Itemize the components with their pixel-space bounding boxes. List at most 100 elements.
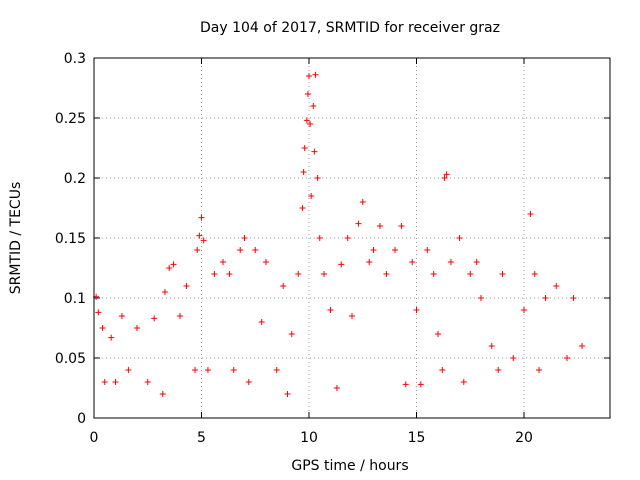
data-point [488, 343, 495, 349]
data-point [245, 379, 252, 385]
data-point [303, 117, 310, 124]
data-point [194, 247, 201, 253]
data-point [159, 391, 166, 397]
data-point [316, 235, 323, 241]
data-point [101, 379, 108, 385]
data-point [521, 307, 527, 313]
data-point [398, 223, 405, 229]
data-point [166, 265, 173, 271]
data-point [295, 271, 302, 277]
data-point [338, 261, 345, 268]
data-point [355, 220, 362, 227]
data-point [417, 381, 424, 388]
y-tick-label: 0.05 [55, 351, 86, 367]
data-point [402, 381, 409, 388]
data-point [196, 232, 203, 239]
data-point [237, 247, 244, 253]
data-point [304, 91, 311, 97]
y-tick-label: 0.1 [64, 291, 86, 307]
data-point [241, 235, 248, 241]
data-point [310, 103, 317, 109]
y-tick-label: 0.25 [55, 111, 86, 127]
data-point [531, 271, 538, 277]
data-point [200, 237, 207, 244]
y-tick-label: 0.15 [55, 231, 86, 247]
data-point [447, 259, 454, 265]
data-point [314, 175, 321, 181]
data-point [536, 367, 543, 373]
data-point [263, 259, 269, 265]
data-point [441, 175, 448, 181]
data-point [542, 295, 549, 301]
x-axis-label: GPS time / hours [291, 458, 408, 474]
data-point [311, 148, 318, 155]
data-point [306, 73, 312, 79]
data-point [95, 309, 102, 316]
data-point [220, 259, 226, 265]
data-point [413, 307, 420, 313]
data-point [118, 313, 125, 319]
x-tick-label: 0 [90, 430, 99, 446]
data-point [280, 283, 287, 289]
data-point [183, 283, 190, 289]
data-point [151, 315, 158, 322]
data-point [430, 271, 437, 277]
x-tick-label: 10 [300, 430, 318, 446]
y-axis-label: SRMTID / TECUs [8, 182, 24, 295]
data-point [435, 331, 441, 337]
data-point [460, 379, 467, 385]
data-point [226, 271, 233, 277]
data-point [301, 145, 308, 151]
data-point [299, 205, 306, 211]
data-point [443, 171, 450, 178]
data-points [93, 71, 586, 397]
plot-frame [93, 57, 611, 419]
data-point [349, 313, 355, 319]
data-point [204, 367, 211, 373]
data-point [211, 271, 218, 277]
ticks: 0 0.05 0.1 0.15 0.2 0.25 0.3 0 5 10 15 20 [55, 51, 610, 446]
data-point [392, 247, 398, 253]
data-point [134, 325, 140, 331]
chart-title: Day 104 of 2017, SRMTID for receiver gra… [200, 20, 500, 36]
data-point [383, 271, 390, 277]
data-point [258, 319, 265, 325]
data-point [284, 391, 291, 397]
data-point [321, 271, 328, 277]
data-point [312, 71, 319, 78]
x-tick-label: 5 [197, 430, 206, 446]
data-point [112, 379, 119, 385]
data-point [499, 271, 506, 277]
data-point [370, 247, 377, 253]
data-point [198, 214, 205, 221]
data-point [409, 259, 416, 265]
x-tick-label: 15 [408, 430, 426, 446]
data-point [344, 235, 351, 241]
data-point [376, 223, 383, 229]
data-point [300, 169, 307, 175]
data-point [177, 313, 183, 319]
y-tick-label: 0 [77, 411, 86, 427]
data-point [553, 283, 560, 289]
y-tick-label: 0.3 [64, 51, 86, 67]
data-point [230, 367, 237, 373]
data-point [125, 367, 132, 373]
y-tick-label: 0.2 [64, 171, 86, 187]
data-point [333, 385, 340, 391]
data-point [424, 247, 431, 253]
data-point [510, 355, 517, 361]
data-point [192, 367, 199, 373]
data-point [288, 331, 295, 337]
data-point [144, 379, 151, 385]
data-point [307, 121, 314, 127]
data-point [252, 247, 259, 253]
data-point [359, 199, 366, 205]
data-point [564, 355, 570, 361]
data-point [570, 295, 577, 301]
data-point [478, 295, 484, 301]
data-point [99, 325, 106, 331]
x-tick-label: 20 [515, 430, 533, 446]
data-point [467, 271, 474, 277]
grid [94, 58, 610, 418]
